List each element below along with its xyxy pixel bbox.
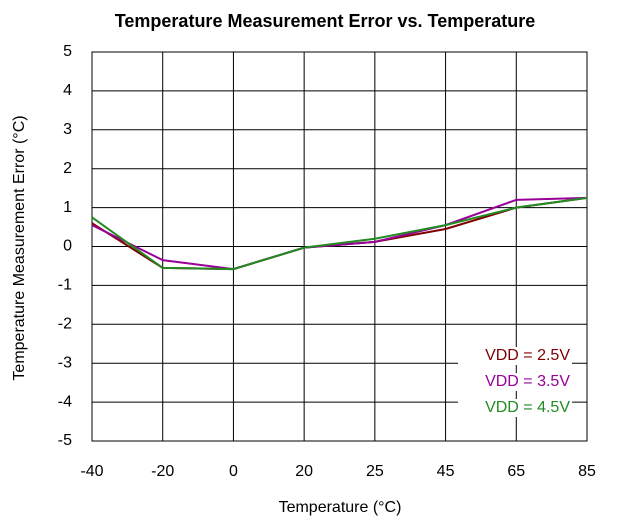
x-tick-label: 20: [295, 463, 313, 480]
series-line: [91, 196, 588, 271]
y-tick-label: -3: [58, 354, 72, 371]
x-tick-label: -40: [80, 463, 103, 480]
plot-frame: [91, 51, 588, 442]
legend-background: [458, 373, 572, 391]
legend-label: VDD = 3.5V: [485, 373, 570, 390]
y-tick-label: 3: [63, 121, 72, 138]
y-tick-label: -5: [58, 432, 72, 449]
legend-label: VDD = 2.5V: [485, 347, 570, 364]
y-tick-label: 5: [63, 43, 72, 60]
x-tick-label: -20: [151, 463, 174, 480]
y-tick-label: 0: [63, 238, 72, 255]
y-tick-label: -1: [58, 277, 72, 294]
legend-background: [458, 399, 572, 417]
y-tick-label: 4: [63, 82, 72, 99]
chart-title: Temperature Measurement Error vs. Temper…: [115, 11, 536, 31]
x-tick-label: 65: [507, 463, 525, 480]
y-axis-label: Temperature Measurement Error (°C): [11, 115, 28, 380]
y-tick-label: -4: [58, 393, 72, 410]
series-line: [91, 196, 588, 271]
y-tick-label: -2: [58, 316, 72, 333]
y-tick-label: 2: [63, 160, 72, 177]
x-tick-label: 85: [578, 463, 596, 480]
x-tick-label: 25: [366, 463, 384, 480]
legend-label: VDD = 4.5V: [485, 399, 570, 416]
legend-background: [458, 347, 572, 365]
y-tick-label: 1: [63, 199, 72, 216]
x-tick-label: 0: [229, 463, 238, 480]
x-axis-label: Temperature (°C): [279, 499, 402, 516]
x-tick-label: 45: [437, 463, 455, 480]
